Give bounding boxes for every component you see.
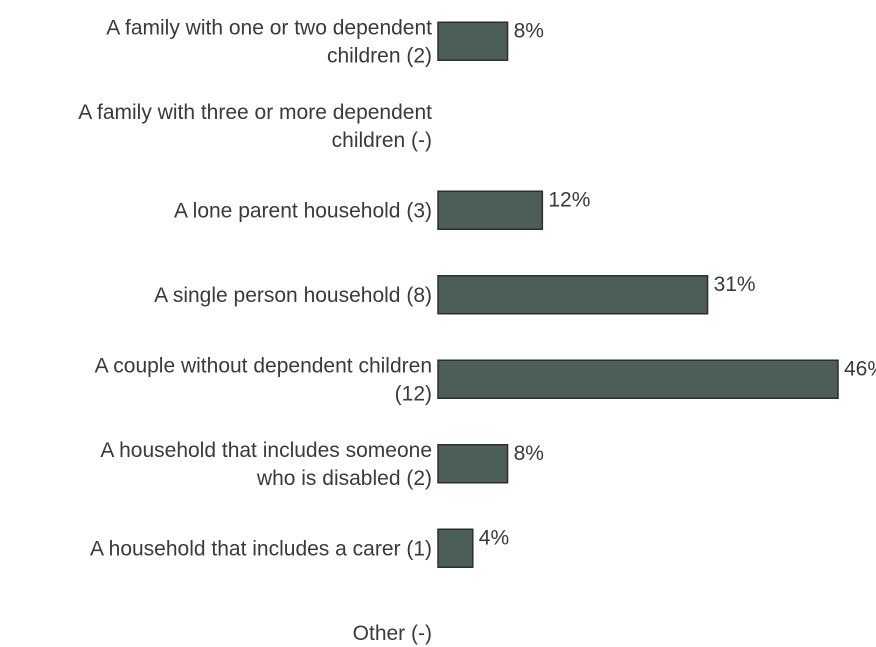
data-label: 12% — [548, 188, 590, 211]
data-label: 8% — [514, 442, 544, 465]
category-label-line: children (2) — [327, 44, 432, 67]
category-label-line: (12) — [395, 382, 432, 405]
category-label: A household that includes someone who is … — [100, 439, 432, 490]
category-label: A family with one or two dependent childr… — [106, 16, 432, 67]
category-label-line: who is disabled (2) — [256, 467, 432, 490]
category-label-line: A family with three or more dependent — [78, 101, 432, 124]
category-label: A family with three or more dependent chi… — [78, 101, 432, 152]
bar — [437, 444, 509, 484]
data-labels: 8% 12% 31% 46% 8% 4% — [479, 19, 876, 549]
bar — [437, 21, 509, 61]
data-label: 31% — [714, 273, 756, 296]
data-label: 46% — [844, 357, 876, 380]
category-label: Other (-) — [353, 622, 432, 645]
category-label: A single person household (8) — [154, 284, 432, 307]
category-label: A household that includes a carer (1) — [90, 537, 432, 560]
bar — [437, 528, 474, 568]
bars — [437, 21, 839, 568]
category-label-line: A family with one or two dependent — [106, 16, 432, 39]
category-label-line: A couple without dependent children — [95, 354, 432, 377]
category-label-line: children (-) — [332, 129, 432, 152]
category-labels: A family with one or two dependent childr… — [78, 16, 432, 645]
bar — [437, 359, 839, 399]
category-label-line: Other (-) — [353, 622, 432, 645]
category-label: A lone parent household (3) — [174, 199, 432, 222]
bar — [437, 275, 709, 315]
category-label-line: A household that includes a carer (1) — [90, 537, 432, 560]
bar — [437, 190, 544, 230]
category-label-line: A household that includes someone — [100, 439, 432, 462]
data-label: 4% — [479, 526, 509, 549]
category-label-line: A single person household (8) — [154, 284, 432, 307]
category-label: A couple without dependent children (12) — [95, 354, 432, 405]
data-label: 8% — [514, 19, 544, 42]
category-label-line: A lone parent household (3) — [174, 199, 432, 222]
